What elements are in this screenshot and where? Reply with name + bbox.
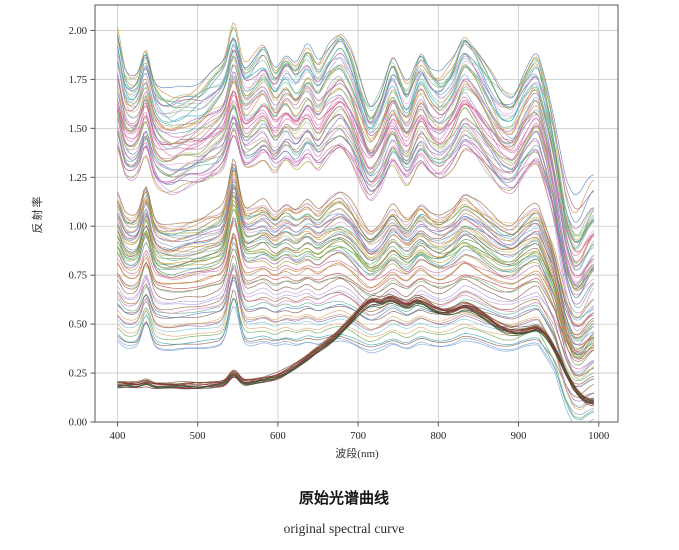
spectral-line [117, 163, 595, 327]
spectral-line [117, 185, 595, 356]
spectral-line [117, 300, 594, 403]
spectral-line [117, 38, 595, 237]
tick-labels: 400 500 600 700 800 900 1000 0.00 0.25 0.50 0.75 1.… [69, 26, 610, 442]
axis-ticks [90, 29, 600, 427]
spectral-line [117, 170, 595, 345]
spectral-line [117, 101, 595, 290]
spectral-line [117, 166, 595, 321]
x-tick-label: 500 [190, 431, 206, 442]
y-tick-label: 1.75 [69, 75, 87, 86]
spectral-line [117, 64, 595, 229]
spectral-line [117, 203, 595, 375]
spectral-line [117, 76, 595, 236]
y-tick-label: 1.50 [69, 124, 87, 135]
spectral-line [117, 105, 595, 289]
x-tick-label: 600 [270, 431, 286, 442]
spectral-line [117, 158, 595, 335]
spectral-line [117, 181, 595, 352]
x-axis-label: 波段(nm) [335, 448, 379, 460]
spectral-line [117, 56, 595, 242]
spectral-line [117, 104, 595, 298]
x-tick-label: 1000 [588, 431, 609, 442]
spectral-line [117, 187, 595, 353]
spectral-line [117, 303, 594, 404]
spectral-line [117, 173, 595, 314]
spectral-line [117, 254, 595, 395]
spectral-line [117, 237, 595, 351]
spectral-line [117, 243, 594, 346]
y-tick-label: 1.00 [69, 222, 87, 233]
plot-spines [94, 4, 619, 423]
spectral-line [117, 298, 595, 422]
spectral-line [117, 298, 595, 421]
spectral-line [117, 305, 595, 415]
cluster-upper-band [117, 22, 595, 331]
spectral-line [117, 114, 595, 283]
figure-subtitle: original spectral curve [283, 521, 405, 536]
spectral-line [117, 241, 595, 373]
x-tick-label: 800 [430, 431, 446, 442]
cluster-dark-bundle [117, 294, 594, 407]
spectral-line [117, 26, 595, 249]
y-axis-label: 反射率 [32, 194, 44, 234]
spectral-chart: 400 500 600 700 800 900 1000 0.00 0.25 0.50 0.75 1.… [69, 4, 619, 442]
spectral-line [117, 267, 595, 385]
spectral-line [117, 276, 595, 407]
spectral-line [117, 232, 595, 362]
spectral-line [117, 277, 594, 387]
spectral-line [117, 262, 595, 382]
y-tick-label: 0.00 [69, 418, 87, 429]
spectral-line [117, 74, 595, 286]
spectral-line [117, 127, 595, 331]
figure-title: 原始光谱曲线 [298, 490, 390, 507]
y-tick-label: 0.50 [69, 320, 87, 331]
spectral-line [117, 44, 595, 247]
y-tick-label: 2.00 [69, 26, 87, 37]
spectral-line [117, 44, 595, 254]
spectral-line [117, 208, 595, 358]
spectral-line [117, 265, 595, 359]
spectral-line [117, 297, 594, 401]
y-tick-label: 0.25 [69, 369, 87, 380]
spectral-line [117, 38, 595, 223]
spectral-line [117, 81, 595, 264]
spectral-line [117, 122, 595, 308]
spectral-line [117, 289, 594, 399]
spectral-line [117, 75, 595, 267]
spectral-line [117, 36, 595, 243]
spectral-line [117, 116, 595, 319]
spectral-line [117, 116, 595, 279]
spectral-line [117, 220, 595, 354]
spectral-line [117, 170, 595, 326]
spectral-line [117, 135, 595, 289]
spectral-line [117, 204, 595, 346]
spectral-line [117, 200, 595, 360]
spectral-line [117, 46, 595, 244]
spectral-line [117, 134, 595, 296]
x-tick-label: 400 [110, 431, 126, 442]
spectral-line [117, 216, 594, 346]
spectral-line [117, 218, 595, 366]
spectral-line [117, 99, 595, 277]
spectral-line [117, 266, 595, 370]
spectral-line [117, 297, 595, 419]
spectral-line [117, 233, 595, 376]
y-tick-label: 0.75 [69, 271, 87, 282]
spectral-line [117, 294, 594, 400]
x-tick-label: 700 [350, 431, 366, 442]
cluster-lower-band [117, 216, 595, 422]
x-tick-label: 900 [511, 431, 527, 442]
spectral-line [117, 35, 594, 195]
spectral-line [117, 128, 595, 291]
spectral-line [117, 183, 595, 318]
spectral-line [117, 107, 595, 298]
spectral-line [117, 168, 595, 336]
spectral-line [117, 94, 595, 257]
spectral-line [117, 196, 595, 342]
y-tick-label: 1.25 [69, 173, 87, 184]
cluster-middle-band [117, 158, 595, 380]
spectral-line [117, 235, 595, 377]
spectral-line [117, 163, 595, 314]
